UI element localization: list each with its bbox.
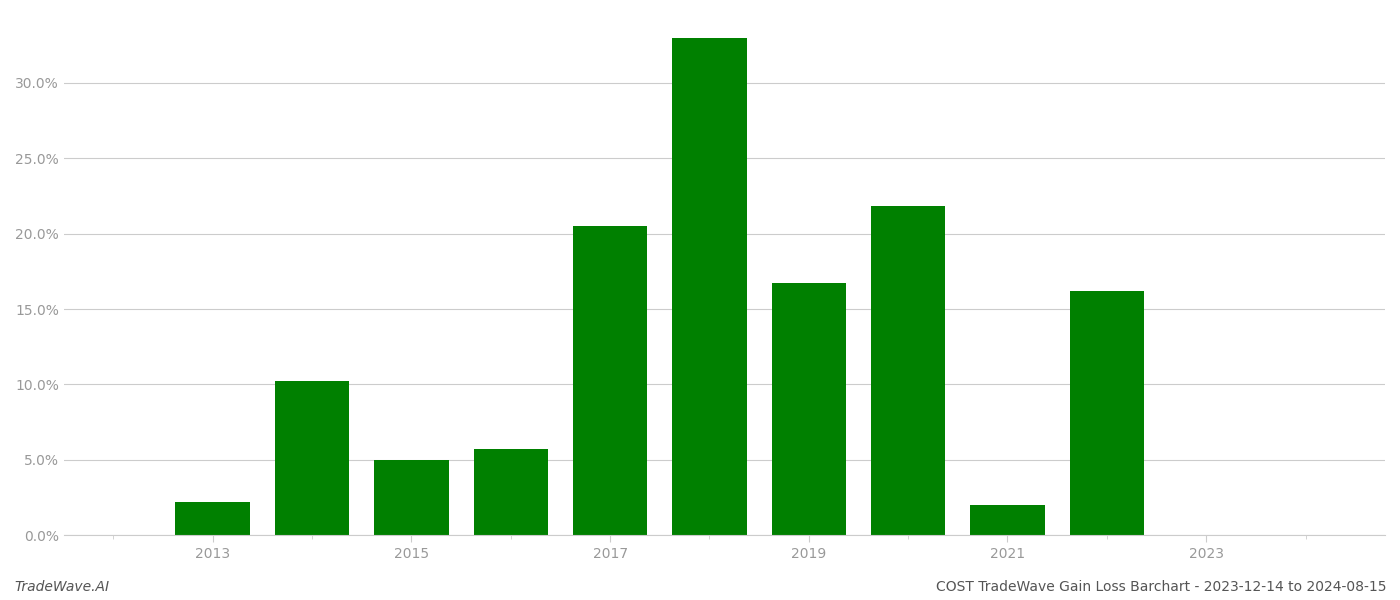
Bar bbox=[473, 449, 547, 535]
Text: COST TradeWave Gain Loss Barchart - 2023-12-14 to 2024-08-15: COST TradeWave Gain Loss Barchart - 2023… bbox=[935, 580, 1386, 594]
Bar bbox=[274, 382, 350, 535]
Bar bbox=[175, 502, 251, 535]
Bar bbox=[871, 206, 945, 535]
Bar bbox=[771, 283, 846, 535]
Bar bbox=[970, 505, 1044, 535]
Bar bbox=[1070, 291, 1144, 535]
Bar bbox=[573, 226, 647, 535]
Bar bbox=[672, 38, 746, 535]
Text: TradeWave.AI: TradeWave.AI bbox=[14, 580, 109, 594]
Bar bbox=[374, 460, 448, 535]
